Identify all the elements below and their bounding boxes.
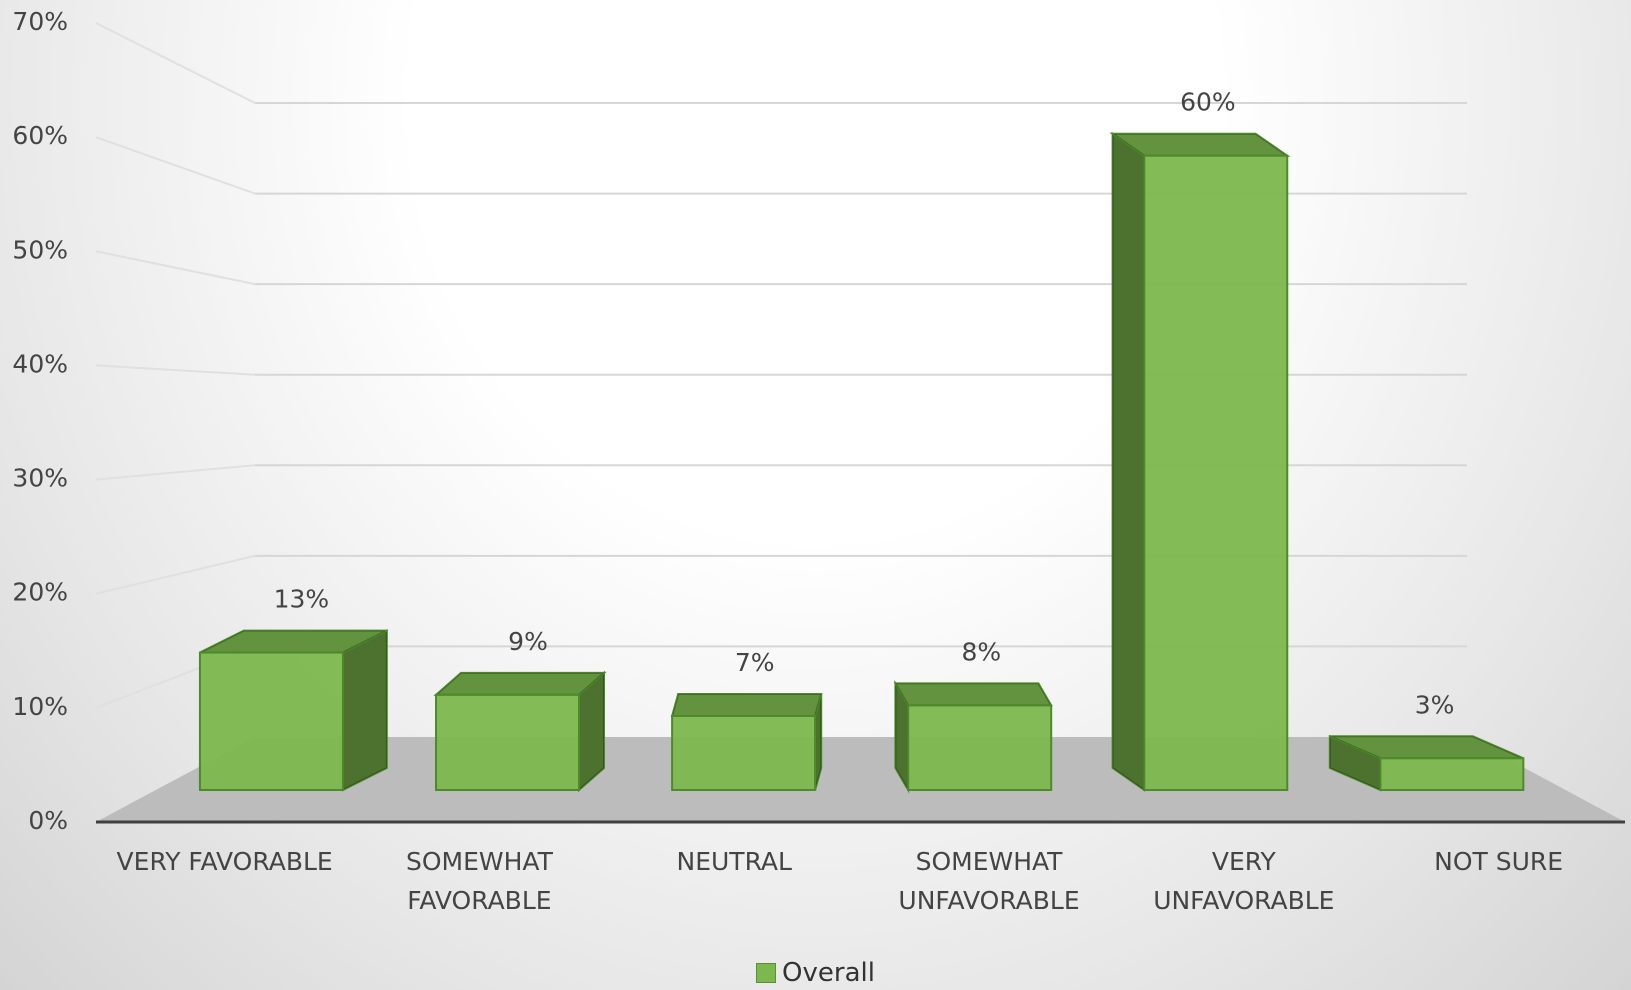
side-grid-line <box>95 364 256 376</box>
x-tick-label: SOMEWHAT UNFAVORABLE <box>898 847 1080 915</box>
side-grid-line <box>95 22 256 104</box>
y-tick-label: 10% <box>12 692 68 721</box>
bar <box>1379 757 1525 791</box>
bar <box>435 693 581 791</box>
data-label: 13% <box>274 585 330 614</box>
side-grid-line <box>95 250 256 286</box>
legend: Overall <box>0 958 1631 988</box>
x-tick-label: NEUTRAL <box>676 847 792 876</box>
bar-top-shade <box>895 683 1052 706</box>
y-tick-label: 0% <box>28 806 68 835</box>
y-tick-label: 60% <box>12 121 68 150</box>
bar-side-shade <box>895 683 909 790</box>
bar-side-shade <box>579 672 605 790</box>
bar <box>907 704 1053 792</box>
x-tick-label: VERY FAVORABLE <box>116 847 333 876</box>
legend-label: Overall <box>782 958 875 988</box>
x-tick-label: NOT SURE <box>1434 847 1564 876</box>
bar-top-shade <box>436 672 605 695</box>
data-label: 7% <box>735 648 775 677</box>
side-grid-line <box>95 136 256 195</box>
bar-side-shade <box>815 694 822 790</box>
data-label: 60% <box>1180 88 1236 117</box>
x-tick-label: VERY UNFAVORABLE <box>1153 847 1335 915</box>
x-tick-label: SOMEWHAT FAVORABLE <box>406 847 553 915</box>
y-tick-label: 30% <box>12 464 68 493</box>
y-tick-label: 50% <box>12 235 68 264</box>
bar-top-shade <box>672 694 822 716</box>
bar-side-shade <box>1112 133 1145 790</box>
side-grid-line <box>95 554 256 595</box>
bar-side-shade <box>1329 736 1381 790</box>
bar <box>198 651 344 791</box>
data-label: 9% <box>508 627 548 656</box>
bar-top-shade <box>1112 133 1288 156</box>
y-tick-label: 70% <box>12 7 68 36</box>
legend-swatch <box>756 963 777 983</box>
y-tick-label: 20% <box>12 578 68 607</box>
data-label: 3% <box>1415 690 1455 719</box>
bar <box>1143 154 1289 791</box>
side-grid-line <box>95 464 256 481</box>
bar-top-shade <box>1329 736 1524 759</box>
data-label: 8% <box>961 637 1001 666</box>
bar <box>671 715 817 791</box>
bar-top-shade <box>199 630 387 653</box>
bar-side-shade <box>342 630 387 790</box>
y-tick-label: 40% <box>12 349 68 378</box>
